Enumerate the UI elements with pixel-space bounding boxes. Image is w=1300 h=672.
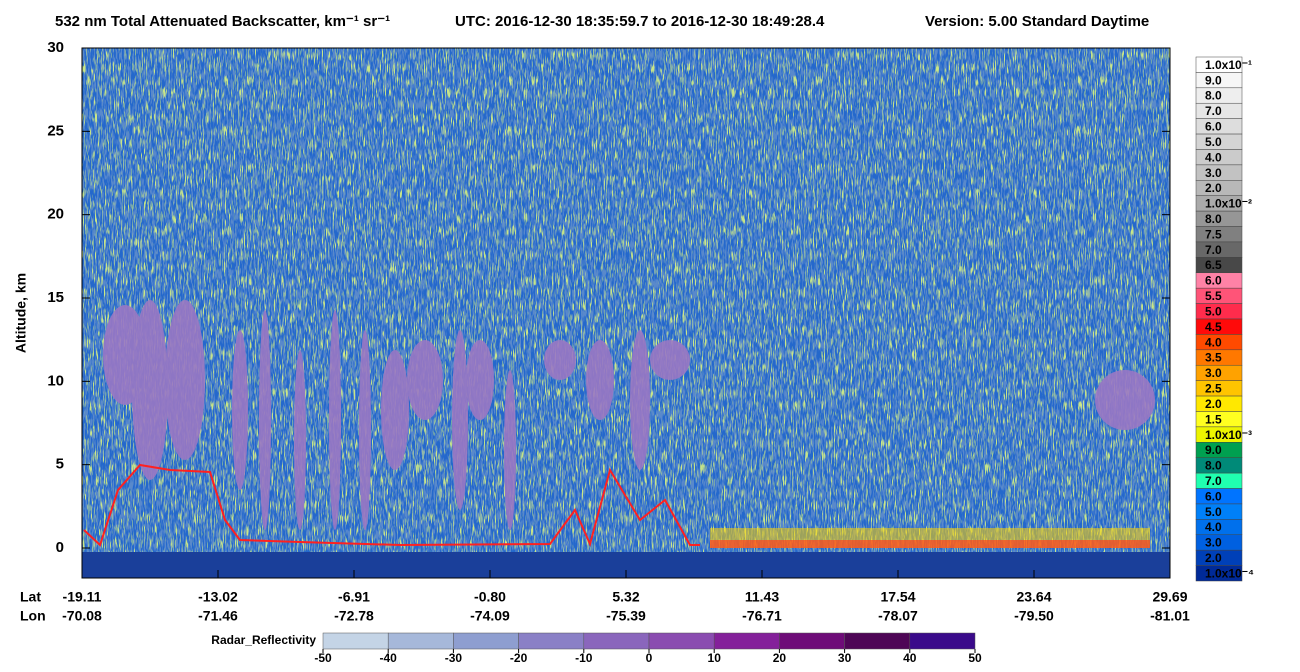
colorbar-label: 9.0 [1205, 443, 1222, 457]
radar-tick-label: 30 [838, 651, 852, 665]
colorbar-label: 2.0 [1205, 181, 1222, 195]
chart-title: 532 nm Total Attenuated Backscatter, km⁻… [55, 13, 390, 30]
lat-tick-label: 11.43 [745, 589, 779, 605]
colorbar-label: 4.0 [1205, 335, 1222, 349]
colorbar-label: 8.0 [1205, 89, 1222, 103]
colorbar-label: 6.0 [1205, 489, 1222, 503]
colorbar-label: 5.0 [1205, 505, 1222, 519]
radar-swatch [713, 632, 780, 650]
colorbar-label: 1.0x10⁻³ [1205, 428, 1252, 442]
colorbar-label: 3.5 [1205, 351, 1222, 365]
lat-label: Lat [20, 589, 41, 605]
y-tick-label: 25 [47, 122, 64, 139]
radar-tick-label: 50 [968, 651, 982, 665]
colorbar-label: 3.0 [1205, 366, 1222, 380]
lat-tick-label: 5.32 [612, 589, 639, 605]
colorbar-label: 7.0 [1205, 104, 1222, 118]
version: Version: 5.00 Standard Daytime [925, 13, 1149, 30]
colorbar-label: 8.0 [1205, 459, 1222, 473]
radar-swatch [453, 632, 519, 650]
colorbar-label: 6.0 [1205, 120, 1222, 134]
colorbar-label: 1.0x10⁻² [1205, 197, 1252, 211]
y-tick-label: 0 [56, 539, 64, 556]
lat-tick-label: 17.54 [880, 589, 915, 605]
radar-tick-label: -30 [445, 651, 463, 665]
lon-tick-label: -81.01 [1150, 608, 1190, 624]
y-tick-label: 20 [47, 206, 64, 223]
radar-swatch [518, 632, 585, 650]
colorbar-label: 5.5 [1205, 289, 1222, 303]
colorbar-label: 1.0x10⁻⁴ [1205, 566, 1254, 580]
colorbar-label: 7.0 [1205, 243, 1222, 257]
radar-swatch [387, 632, 454, 650]
y-tick-label: 15 [47, 289, 64, 306]
lat-tick-label: 29.69 [1152, 589, 1187, 605]
colorbar-label: 7.5 [1205, 227, 1222, 241]
radar-tick-label: -40 [380, 651, 398, 665]
colorbar-label: 6.5 [1205, 258, 1222, 272]
colorbar-label: 4.0 [1205, 520, 1222, 534]
radar-swatch [779, 632, 845, 650]
radar-swatch [583, 632, 650, 650]
colorbar-label: 4.0 [1205, 150, 1222, 164]
colorbar-label: 1.5 [1205, 412, 1222, 426]
lon-tick-label: -78.07 [878, 608, 918, 624]
colorbar-label: 2.0 [1205, 551, 1222, 565]
plot-image [82, 48, 1170, 578]
colorbar-label: 2.0 [1205, 397, 1222, 411]
colorbar-label: 5.0 [1205, 304, 1222, 318]
lat-tick-label: -0.80 [474, 589, 506, 605]
lat-tick-label: -13.02 [198, 589, 238, 605]
radar-swatch [909, 632, 976, 650]
radar-tick-label: -10 [575, 651, 593, 665]
radar-tick-label: 0 [646, 651, 653, 665]
lat-tick-label: -19.11 [63, 589, 102, 605]
y-tick-label: 5 [56, 456, 64, 473]
colorbar-label: 9.0 [1205, 73, 1222, 87]
colorbar-label: 3.0 [1205, 166, 1222, 180]
radar-tick-label: -20 [510, 651, 528, 665]
lon-tick-label: -70.08 [62, 608, 102, 624]
radar-tick-label: 20 [773, 651, 787, 665]
lon-label: Lon [20, 608, 46, 624]
lon-tick-label: -76.71 [742, 608, 782, 624]
colorbar-label: 1.0x10⁻¹ [1205, 58, 1252, 72]
lon-tick-label: -71.46 [198, 608, 238, 624]
colorbar-label: 3.0 [1205, 536, 1222, 550]
radar-label: Radar_Reflectivity [211, 633, 316, 647]
y-tick-label: 10 [47, 372, 64, 389]
colorbar-label: 5.0 [1205, 135, 1222, 149]
radar-swatch [648, 632, 715, 650]
colorbar-swatch [1195, 565, 1243, 582]
radar-tick-label: 10 [708, 651, 722, 665]
lon-tick-label: -72.78 [334, 608, 374, 624]
radar-tick-label: 40 [903, 651, 917, 665]
lon-tick-label: -79.50 [1014, 608, 1054, 624]
colorbar-label: 2.5 [1205, 382, 1222, 396]
colorbar-label: 8.0 [1205, 212, 1222, 226]
lon-tick-label: -74.09 [470, 608, 510, 624]
colorbar-label: 6.0 [1205, 274, 1222, 288]
utc-range: UTC: 2016-12-30 18:35:59.7 to 2016-12-30… [455, 13, 825, 30]
lon-tick-label: -75.39 [606, 608, 646, 624]
radar-swatch [844, 632, 911, 650]
y-tick-label: 30 [47, 39, 64, 56]
colorbar-label: 7.0 [1205, 474, 1222, 488]
colorbar-label: 4.5 [1205, 320, 1222, 334]
lat-tick-label: -6.91 [338, 589, 370, 605]
y-axis-label: Altitude, km [13, 273, 29, 353]
radar-tick-label: -50 [314, 651, 332, 665]
radar-swatch [322, 632, 389, 650]
lat-tick-label: 23.64 [1016, 589, 1051, 605]
